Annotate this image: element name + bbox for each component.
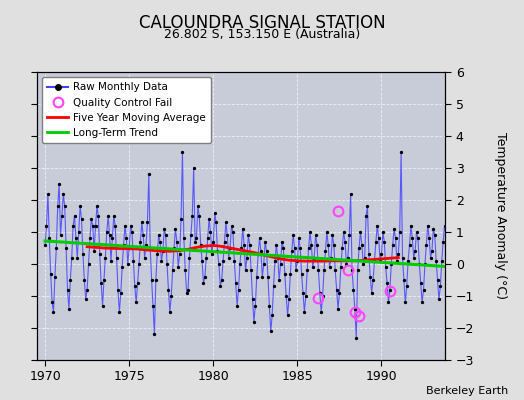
Text: CALOUNDRA SIGNAL STATION: CALOUNDRA SIGNAL STATION (139, 14, 385, 32)
Text: Berkeley Earth: Berkeley Earth (426, 386, 508, 396)
Y-axis label: Temperature Anomaly (°C): Temperature Anomaly (°C) (494, 132, 507, 300)
Legend: Raw Monthly Data, Quality Control Fail, Five Year Moving Average, Long-Term Tren: Raw Monthly Data, Quality Control Fail, … (42, 77, 211, 143)
Text: 26.802 S, 153.150 E (Australia): 26.802 S, 153.150 E (Australia) (164, 28, 360, 41)
